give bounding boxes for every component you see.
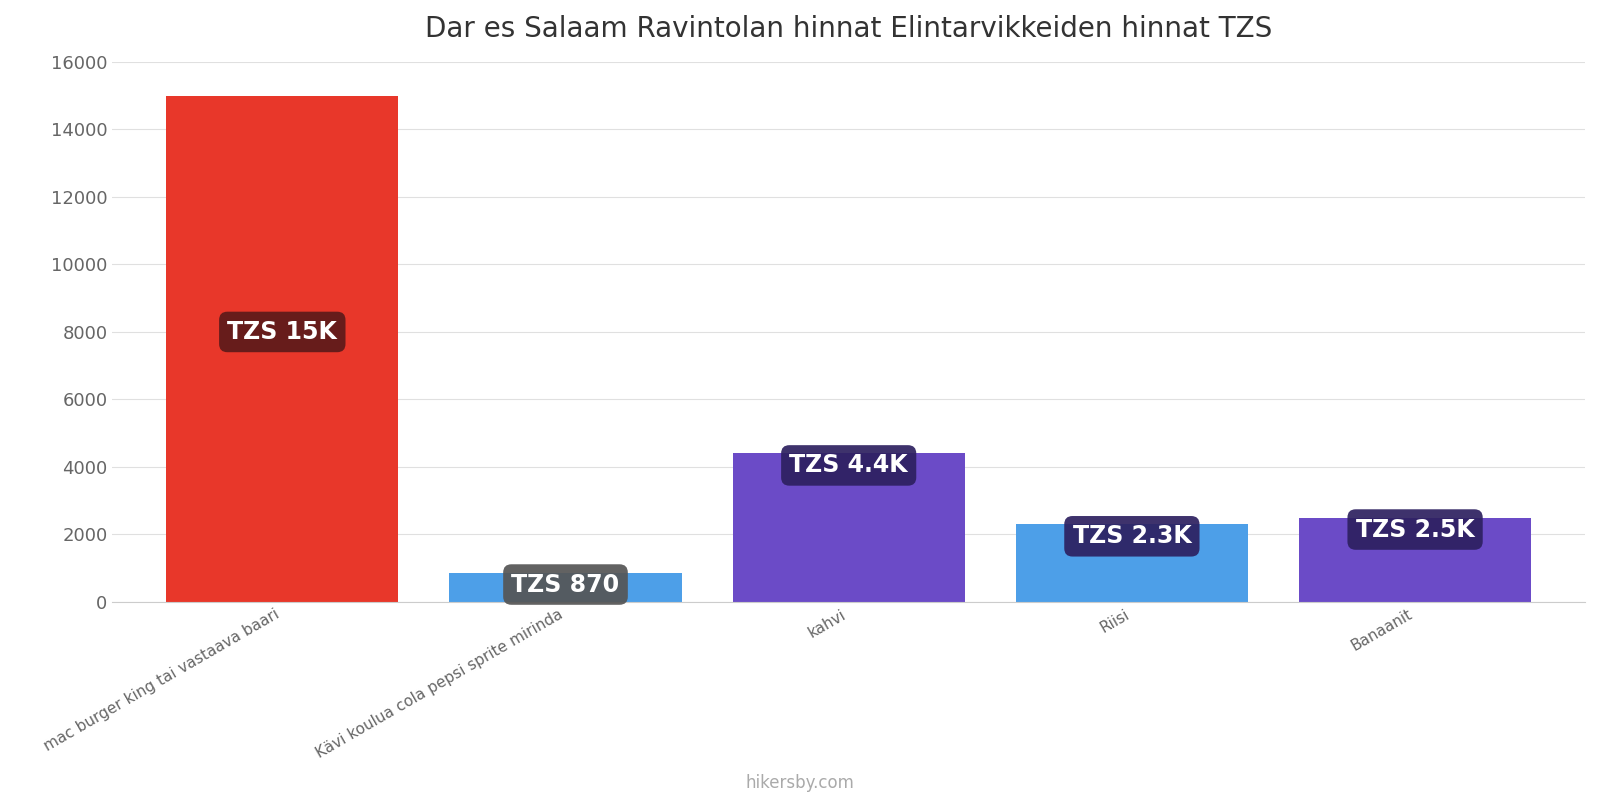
Bar	[733, 454, 965, 602]
Bar	[450, 573, 682, 602]
Text: TZS 870: TZS 870	[512, 573, 619, 597]
Text: TZS 15K: TZS 15K	[227, 320, 338, 344]
Bar	[1299, 518, 1531, 602]
Text: TZS 2.3K: TZS 2.3K	[1072, 524, 1192, 548]
Bar	[166, 96, 398, 602]
Text: TZS 4.4K: TZS 4.4K	[789, 454, 909, 478]
Text: TZS 2.5K: TZS 2.5K	[1355, 518, 1475, 542]
Bar	[1016, 524, 1248, 602]
Title: Dar es Salaam Ravintolan hinnat Elintarvikkeiden hinnat TZS: Dar es Salaam Ravintolan hinnat Elintarv…	[426, 15, 1272, 43]
Text: hikersby.com: hikersby.com	[746, 774, 854, 792]
